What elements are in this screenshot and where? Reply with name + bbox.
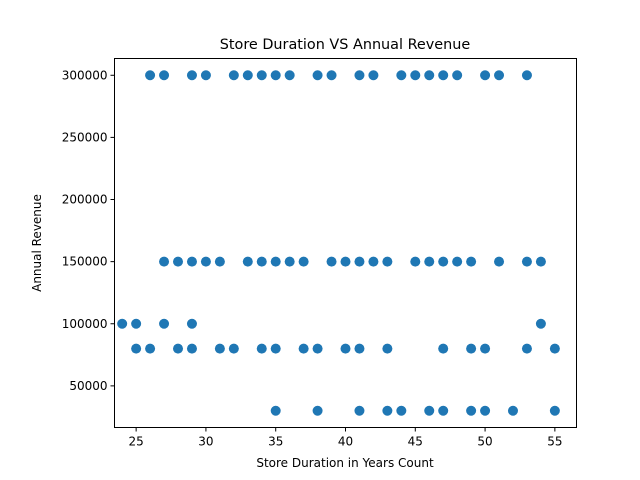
scatter-point: [145, 70, 156, 81]
x-tick-label: 25: [128, 435, 143, 449]
scatter-point: [214, 343, 225, 354]
scatter-point: [424, 70, 435, 81]
scatter-point: [494, 70, 505, 81]
scatter-point: [186, 343, 197, 354]
x-tick-label: 40: [338, 435, 353, 449]
scatter-point: [214, 256, 225, 267]
y-tick-label: 200000: [62, 193, 108, 207]
scatter-point: [535, 318, 546, 329]
scatter-point: [354, 256, 365, 267]
scatter-point: [410, 256, 421, 267]
scatter-point: [173, 343, 184, 354]
scatter-point: [326, 256, 337, 267]
scatter-point: [200, 256, 211, 267]
x-tick-label: 50: [477, 435, 492, 449]
scatter-point: [549, 405, 560, 416]
scatter-point: [270, 405, 281, 416]
y-tick-label: 150000: [62, 255, 108, 269]
y-tick-label: 50000: [69, 379, 107, 393]
scatter-point: [270, 70, 281, 81]
scatter-point: [354, 405, 365, 416]
x-tick-label: 30: [198, 435, 213, 449]
scatter-point: [131, 318, 142, 329]
scatter-point: [396, 70, 407, 81]
scatter-point: [368, 256, 379, 267]
scatter-point: [466, 343, 477, 354]
scatter-point: [466, 256, 477, 267]
scatter-point: [507, 405, 518, 416]
scatter-point: [452, 256, 463, 267]
scatter-point: [549, 343, 560, 354]
scatter-point: [521, 256, 532, 267]
y-axis-ticks: 50000 100000 150000 200000 250000 300000: [62, 68, 115, 393]
points-layer: [117, 70, 560, 416]
scatter-point: [228, 343, 239, 354]
scatter-point: [159, 256, 170, 267]
scatter-point: [452, 70, 463, 81]
scatter-point: [242, 256, 253, 267]
scatter-point: [186, 70, 197, 81]
scatter-point: [312, 343, 323, 354]
scatter-point: [354, 70, 365, 81]
scatter-point: [466, 405, 477, 416]
y-axis-label: Annual Revenue: [30, 194, 44, 292]
x-axis-ticks: 25 30 35 40 45 50 55: [128, 427, 563, 449]
x-tick-label: 45: [408, 435, 423, 449]
scatter-point: [159, 318, 170, 329]
chart-title: Store Duration VS Annual Revenue: [220, 37, 471, 53]
x-axis-label: Store Duration in Years Count: [256, 456, 434, 470]
scatter-point: [270, 256, 281, 267]
scatter-point: [200, 70, 211, 81]
scatter-point: [256, 343, 267, 354]
scatter-point: [312, 405, 323, 416]
scatter-point: [382, 343, 393, 354]
scatter-point: [256, 70, 267, 81]
scatter-point: [438, 70, 449, 81]
y-tick-label: 300000: [62, 68, 108, 82]
scatter-point: [438, 343, 449, 354]
scatter-point: [340, 343, 351, 354]
scatter-point: [438, 256, 449, 267]
scatter-point: [521, 343, 532, 354]
scatter-point: [256, 256, 267, 267]
scatter-point: [521, 70, 532, 81]
scatter-point: [242, 70, 253, 81]
scatter-point: [117, 318, 128, 329]
scatter-point: [228, 70, 239, 81]
scatter-point: [535, 256, 546, 267]
scatter-point: [186, 318, 197, 329]
scatter-point: [326, 70, 337, 81]
scatter-point: [173, 256, 184, 267]
scatter-point: [480, 405, 491, 416]
scatter-point: [145, 343, 156, 354]
scatter-point: [424, 256, 435, 267]
scatter-point: [424, 405, 435, 416]
scatter-point: [186, 256, 197, 267]
scatter-point: [340, 256, 351, 267]
scatter-point: [480, 343, 491, 354]
scatter-point: [480, 70, 491, 81]
scatter-point: [410, 70, 421, 81]
scatter-point: [382, 405, 393, 416]
y-tick-label: 250000: [62, 130, 108, 144]
scatter-point: [298, 256, 309, 267]
scatter-point: [159, 70, 170, 81]
scatter-point: [284, 70, 295, 81]
scatter-point: [382, 256, 393, 267]
scatter-point: [131, 343, 142, 354]
scatter-point: [494, 256, 505, 267]
scatter-point: [298, 343, 309, 354]
scatter-point: [270, 343, 281, 354]
scatter-point: [312, 70, 323, 81]
scatter-point: [354, 343, 365, 354]
x-tick-label: 35: [268, 435, 283, 449]
x-tick-label: 55: [547, 435, 562, 449]
scatter-point: [396, 405, 407, 416]
scatter-point: [438, 405, 449, 416]
y-tick-label: 100000: [62, 317, 108, 331]
scatter-point: [284, 256, 295, 267]
scatter-point: [368, 70, 379, 81]
